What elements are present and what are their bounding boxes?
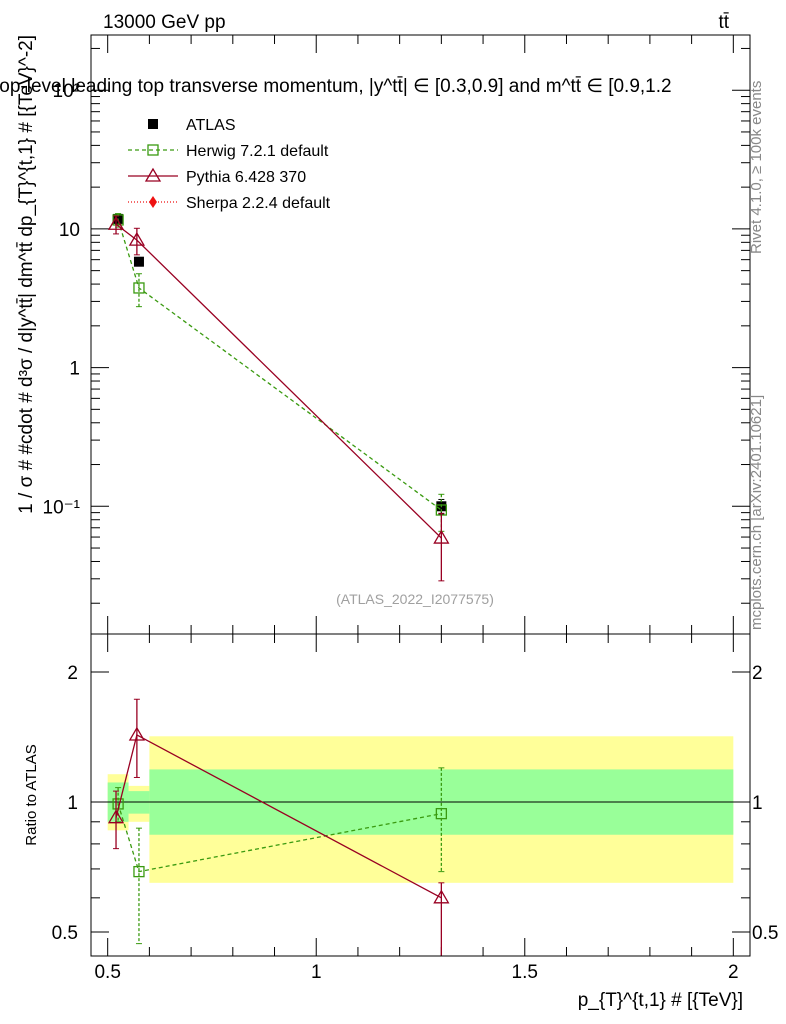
source-label: mcplots.cern.ch [arXiv:2401.10621] — [748, 395, 765, 630]
legend-label-sherpa-2-2-4-default: Sherpa 2.2.4 default — [186, 195, 331, 212]
process-label: tt̄ — [718, 12, 729, 33]
ratio-herwig-7-2-1-default-point — [133, 865, 145, 878]
main-pythia-6-428-370-point — [433, 529, 450, 544]
main-y-tick-label: 1 — [69, 359, 80, 380]
legend-marker-sherpa-2-2-4-default — [149, 196, 157, 208]
legend-entry-sherpa-2-2-4-default: Sherpa 2.2.4 default — [128, 195, 331, 212]
ratio-uncertainty-bands — [107, 736, 734, 883]
main-y-tick-label: 10² — [53, 81, 80, 102]
legend-marker-pythia-6-428-370 — [144, 167, 162, 182]
ratio-pythia-6-428-370-point — [107, 809, 125, 824]
ratio-y-tick-label-left: 1 — [67, 793, 78, 814]
main-y-axis-label: 1 / σ # #cdot # d³σ / d|y^tt̄| dm^tt̄ dp… — [16, 35, 37, 514]
legend-entry-herwig-7-2-1-default: Herwig 7.2.1 default — [128, 143, 329, 160]
energy-label: 13000 GeV pp — [103, 12, 226, 33]
legend-label-atlas: ATLAS — [186, 117, 236, 134]
ratio-herwig-7-2-1-default-line — [117, 803, 442, 873]
x-axis-label: p_{T}^{t,1} # [{TeV}] — [578, 990, 743, 1011]
legend-entry-pythia-6-428-370: Pythia 6.428 370 — [128, 167, 306, 186]
main-herwig-7-2-1-default-point — [112, 214, 124, 226]
x-tick-label: 2 — [728, 962, 739, 983]
main-pythia-6-428-370-point — [128, 231, 146, 246]
ratio-y-tick-label-right: 1 — [752, 793, 763, 814]
ratio-y-tick-label-right: 0.5 — [752, 923, 778, 944]
ratio-herwig-7-2-1-default-point — [435, 807, 448, 820]
x-tick-label: 1.5 — [512, 962, 538, 983]
main-panel-series — [107, 213, 450, 582]
legend-label-herwig-7-2-1-default: Herwig 7.2.1 default — [186, 143, 329, 160]
analysis-id: (ATLAS_2022_I2077575) — [336, 591, 494, 607]
x-tick-label: 0.5 — [94, 962, 120, 983]
main-panel-axes: 10² 10 1 10⁻¹ — [43, 35, 750, 634]
plot-title: top-level leading top transverse momentu… — [0, 76, 672, 97]
ratio-y-axis-label: Ratio to ATLAS — [23, 744, 40, 845]
ratio-pythia-6-428-370-point — [433, 889, 450, 904]
main-herwig-7-2-1-default-point — [133, 282, 145, 294]
legend: ATLAS Herwig 7.2.1 default Pythia 6.428 37… — [128, 117, 331, 212]
main-y-tick-label: 10 — [59, 220, 80, 241]
legend-label-pythia-6-428-370: Pythia 6.428 370 — [186, 169, 306, 186]
ratio-panel-frame — [90, 633, 751, 957]
legend-entry-atlas: ATLAS — [148, 117, 236, 134]
ratio-y-tick-label-left: 0.5 — [52, 923, 78, 944]
ratio-panel-axes: 0.5 0.5 1 1 2 2 0.5 1 1.5 2 — [52, 634, 778, 983]
legend-marker-atlas — [148, 119, 158, 129]
x-tick-label: 1 — [311, 962, 322, 983]
main-pythia-6-428-370-point — [107, 215, 125, 230]
main-atlas-point — [133, 256, 144, 267]
ratio-y-tick-label-right: 2 — [752, 663, 763, 684]
ratio-pythia-6-428-370-point — [128, 726, 146, 741]
rivet-version-label: Rivet 4.1.0, ≥ 100k events — [748, 81, 765, 254]
legend-marker-herwig-7-2-1-default — [147, 144, 159, 156]
ratio-y-tick-label-left: 2 — [67, 663, 78, 684]
main-pythia-6-428-370-line — [115, 223, 442, 539]
main-herwig-7-2-1-default-line — [117, 219, 442, 511]
ratio-panel-series — [107, 698, 450, 956]
main-y-tick-label: 10⁻¹ — [43, 497, 81, 518]
